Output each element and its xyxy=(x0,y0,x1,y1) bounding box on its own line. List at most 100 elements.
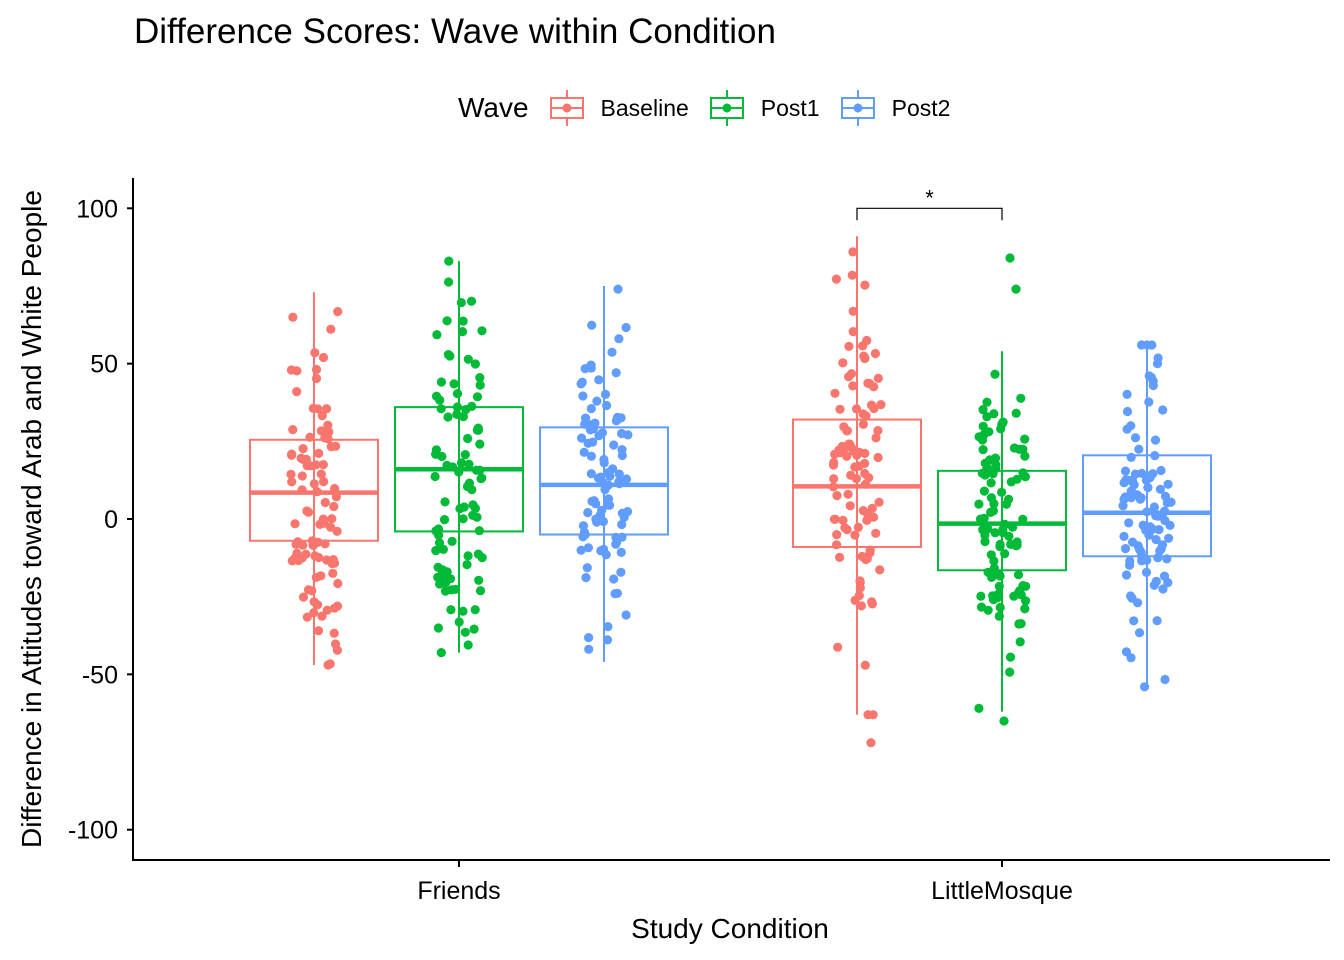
point-baseline-littlemosque xyxy=(850,462,860,472)
point-post1-friends xyxy=(470,605,480,615)
point-post2-littlemosque xyxy=(1121,570,1132,580)
point-post2-friends xyxy=(611,368,621,378)
point-post1-littlemosque xyxy=(980,530,990,540)
point-baseline-friends xyxy=(314,448,324,458)
point-baseline-friends xyxy=(298,540,308,550)
y-tick-label: 50 xyxy=(90,351,118,379)
point-baseline-friends xyxy=(326,324,336,334)
point-post1-friends xyxy=(462,560,472,570)
point-post2-littlemosque xyxy=(1163,479,1173,489)
point-baseline-friends xyxy=(327,558,337,569)
point-baseline-friends xyxy=(287,477,297,487)
point-baseline-littlemosque xyxy=(847,270,857,280)
point-baseline-friends xyxy=(297,471,307,481)
point-baseline-littlemosque xyxy=(848,306,858,316)
box-post2-littlemosque xyxy=(1082,454,1212,558)
point-post2-littlemosque xyxy=(1122,406,1133,417)
point-post1-littlemosque xyxy=(986,478,996,488)
point-post2-littlemosque xyxy=(1135,494,1145,504)
point-post2-friends xyxy=(591,499,601,509)
point-post1-littlemosque xyxy=(992,593,1002,603)
point-post1-littlemosque xyxy=(986,493,997,503)
point-post1-littlemosque xyxy=(985,455,995,465)
point-baseline-littlemosque xyxy=(834,445,844,455)
point-post2-littlemosque xyxy=(1148,524,1158,534)
point-baseline-friends xyxy=(322,404,332,414)
point-baseline-littlemosque xyxy=(832,491,842,501)
point-post1-friends xyxy=(463,640,473,650)
point-post2-littlemosque xyxy=(1155,546,1165,556)
point-baseline-littlemosque xyxy=(835,404,845,414)
significance-bracket xyxy=(856,207,1003,221)
point-post2-friends xyxy=(609,574,619,584)
box-baseline-littlemosque xyxy=(792,418,922,548)
point-baseline-littlemosque xyxy=(861,411,871,421)
point-post1-friends xyxy=(466,296,477,306)
legend-item-baseline: Baseline xyxy=(547,88,689,128)
point-baseline-littlemosque xyxy=(830,388,840,398)
point-post2-friends xyxy=(584,633,594,643)
legend-key-post2-icon xyxy=(840,90,875,126)
point-post2-littlemosque xyxy=(1128,537,1138,547)
point-baseline-friends xyxy=(318,460,328,470)
point-post1-littlemosque xyxy=(974,499,984,509)
point-post2-littlemosque xyxy=(1164,533,1174,543)
point-post2-littlemosque xyxy=(1129,616,1139,626)
point-post2-friends xyxy=(579,447,589,457)
point-baseline-littlemosque xyxy=(832,540,842,550)
point-post2-friends xyxy=(621,474,632,484)
point-post2-littlemosque xyxy=(1148,380,1158,391)
point-post1-friends xyxy=(432,330,442,340)
point-post1-friends xyxy=(474,575,484,585)
point-baseline-littlemosque xyxy=(858,419,869,429)
point-baseline-littlemosque xyxy=(838,358,848,368)
point-post1-friends xyxy=(472,392,483,402)
point-baseline-littlemosque xyxy=(873,373,883,383)
outlier-post1-littlemosque xyxy=(999,716,1009,726)
point-post2-friends xyxy=(603,500,613,510)
point-post1-friends xyxy=(468,500,478,510)
point-baseline-littlemosque xyxy=(832,530,842,540)
outlier-post2-friends xyxy=(613,284,623,294)
legend: Wave Baseline Post1 Post2 xyxy=(458,86,968,130)
point-post2-littlemosque xyxy=(1149,580,1159,590)
point-baseline-friends xyxy=(318,352,329,363)
point-post1-friends xyxy=(446,585,456,595)
point-post2-friends xyxy=(576,545,586,555)
point-post2-littlemosque xyxy=(1142,340,1152,350)
point-post1-friends xyxy=(475,380,485,390)
point-post2-littlemosque xyxy=(1152,616,1162,626)
point-post1-littlemosque xyxy=(1001,499,1012,509)
point-baseline-littlemosque xyxy=(829,474,839,484)
point-post2-littlemosque xyxy=(1151,535,1161,545)
point-post2-littlemosque xyxy=(1119,531,1129,542)
point-post1-friends xyxy=(463,433,473,444)
point-post1-friends xyxy=(452,389,463,399)
point-baseline-littlemosque xyxy=(860,468,870,479)
y-tick-label: 100 xyxy=(76,195,118,223)
point-post2-friends xyxy=(600,389,611,399)
point-baseline-friends xyxy=(314,552,324,563)
point-baseline-littlemosque xyxy=(871,433,881,443)
point-baseline-friends xyxy=(333,307,343,317)
point-post2-friends xyxy=(590,418,600,428)
x-tick-label: LittleMosque xyxy=(931,877,1073,905)
legend-item-post2: Post2 xyxy=(838,88,950,128)
point-post1-littlemosque xyxy=(990,369,1000,379)
point-post2-friends xyxy=(611,539,621,549)
outlier-baseline-littlemosque xyxy=(866,738,876,748)
point-post1-friends xyxy=(458,606,468,616)
point-baseline-friends xyxy=(327,514,337,524)
point-baseline-littlemosque xyxy=(863,378,873,388)
point-baseline-friends xyxy=(301,549,311,559)
point-post2-friends xyxy=(607,347,617,357)
point-post1-littlemosque xyxy=(995,602,1005,613)
point-post2-friends xyxy=(612,412,623,422)
point-baseline-littlemosque xyxy=(858,506,868,516)
point-post1-friends xyxy=(458,316,468,326)
point-post2-littlemosque xyxy=(1144,397,1154,407)
point-baseline-littlemosque xyxy=(860,660,870,670)
axes xyxy=(132,178,1330,861)
point-baseline-friends xyxy=(302,612,312,622)
point-post1-littlemosque xyxy=(1013,570,1024,580)
